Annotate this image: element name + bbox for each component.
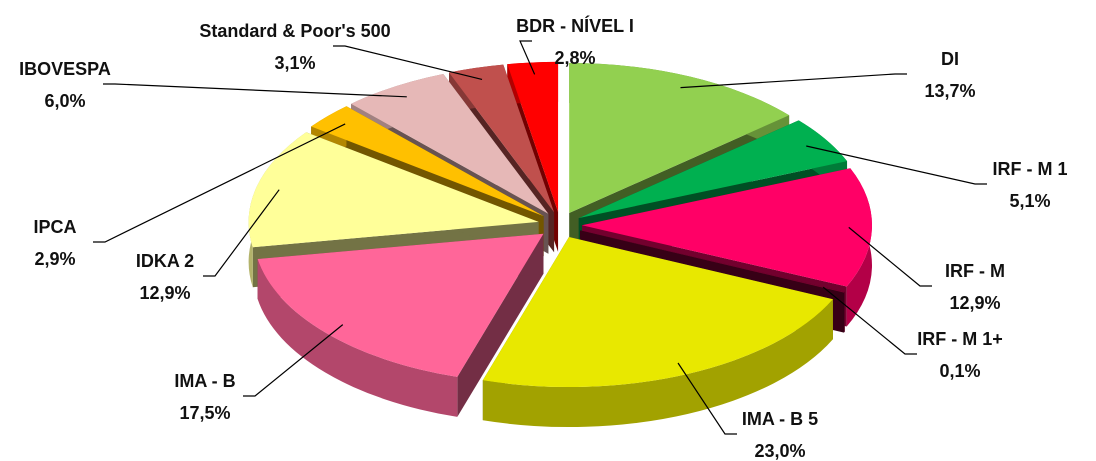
category-label: IPCA bbox=[33, 217, 76, 237]
leader-line bbox=[103, 83, 407, 98]
value-label: 6,0% bbox=[44, 91, 85, 111]
value-label: 23,0% bbox=[754, 441, 805, 461]
slice bbox=[257, 233, 544, 377]
value-label: 3,1% bbox=[274, 53, 315, 73]
leader-line bbox=[203, 189, 280, 277]
category-label: IBOVESPA bbox=[19, 59, 111, 79]
slice bbox=[449, 64, 555, 213]
leader-line bbox=[243, 324, 344, 397]
leader-line bbox=[806, 145, 987, 185]
category-label: IMA - B 5 bbox=[742, 409, 818, 429]
slice bbox=[248, 132, 539, 248]
slice bbox=[569, 63, 790, 214]
value-label: 13,7% bbox=[924, 81, 975, 101]
value-label: 0,1% bbox=[939, 361, 980, 381]
leader-line bbox=[822, 286, 917, 355]
leader-line bbox=[333, 45, 483, 80]
slice bbox=[482, 237, 833, 428]
slice bbox=[507, 61, 559, 212]
value-label: 2,9% bbox=[34, 249, 75, 269]
slice-edge bbox=[482, 299, 833, 428]
value-label: 2,8% bbox=[554, 48, 595, 68]
slice bbox=[482, 237, 833, 388]
slice bbox=[578, 120, 848, 219]
leader-line bbox=[519, 40, 536, 75]
category-label: IDKA 2 bbox=[136, 251, 194, 271]
category-label: IRF - M 1+ bbox=[917, 329, 1003, 349]
leader-line bbox=[93, 123, 346, 243]
value-label: 17,5% bbox=[179, 403, 230, 423]
slice bbox=[351, 73, 549, 214]
slice bbox=[581, 168, 872, 287]
slice bbox=[257, 233, 544, 417]
slice-edge bbox=[843, 291, 845, 333]
category-label: IMA - B bbox=[174, 371, 235, 391]
pie bbox=[248, 61, 872, 428]
value-label: 12,9% bbox=[139, 283, 190, 303]
category-label: IRF - M 1 bbox=[993, 159, 1068, 179]
leader-line bbox=[848, 226, 932, 287]
leader-line bbox=[680, 73, 907, 89]
category-label: Standard & Poor's 500 bbox=[199, 21, 390, 41]
slice bbox=[580, 230, 845, 293]
slice bbox=[311, 106, 544, 217]
category-label: IRF - M bbox=[945, 261, 1005, 281]
value-label: 12,9% bbox=[949, 293, 1000, 313]
slice-edge bbox=[257, 259, 458, 417]
slice-side bbox=[457, 233, 544, 417]
leader-line bbox=[677, 362, 737, 435]
category-label: BDR - NÍVEL I bbox=[516, 15, 634, 36]
value-label: 5,1% bbox=[1009, 191, 1050, 211]
category-label: DI bbox=[941, 49, 959, 69]
